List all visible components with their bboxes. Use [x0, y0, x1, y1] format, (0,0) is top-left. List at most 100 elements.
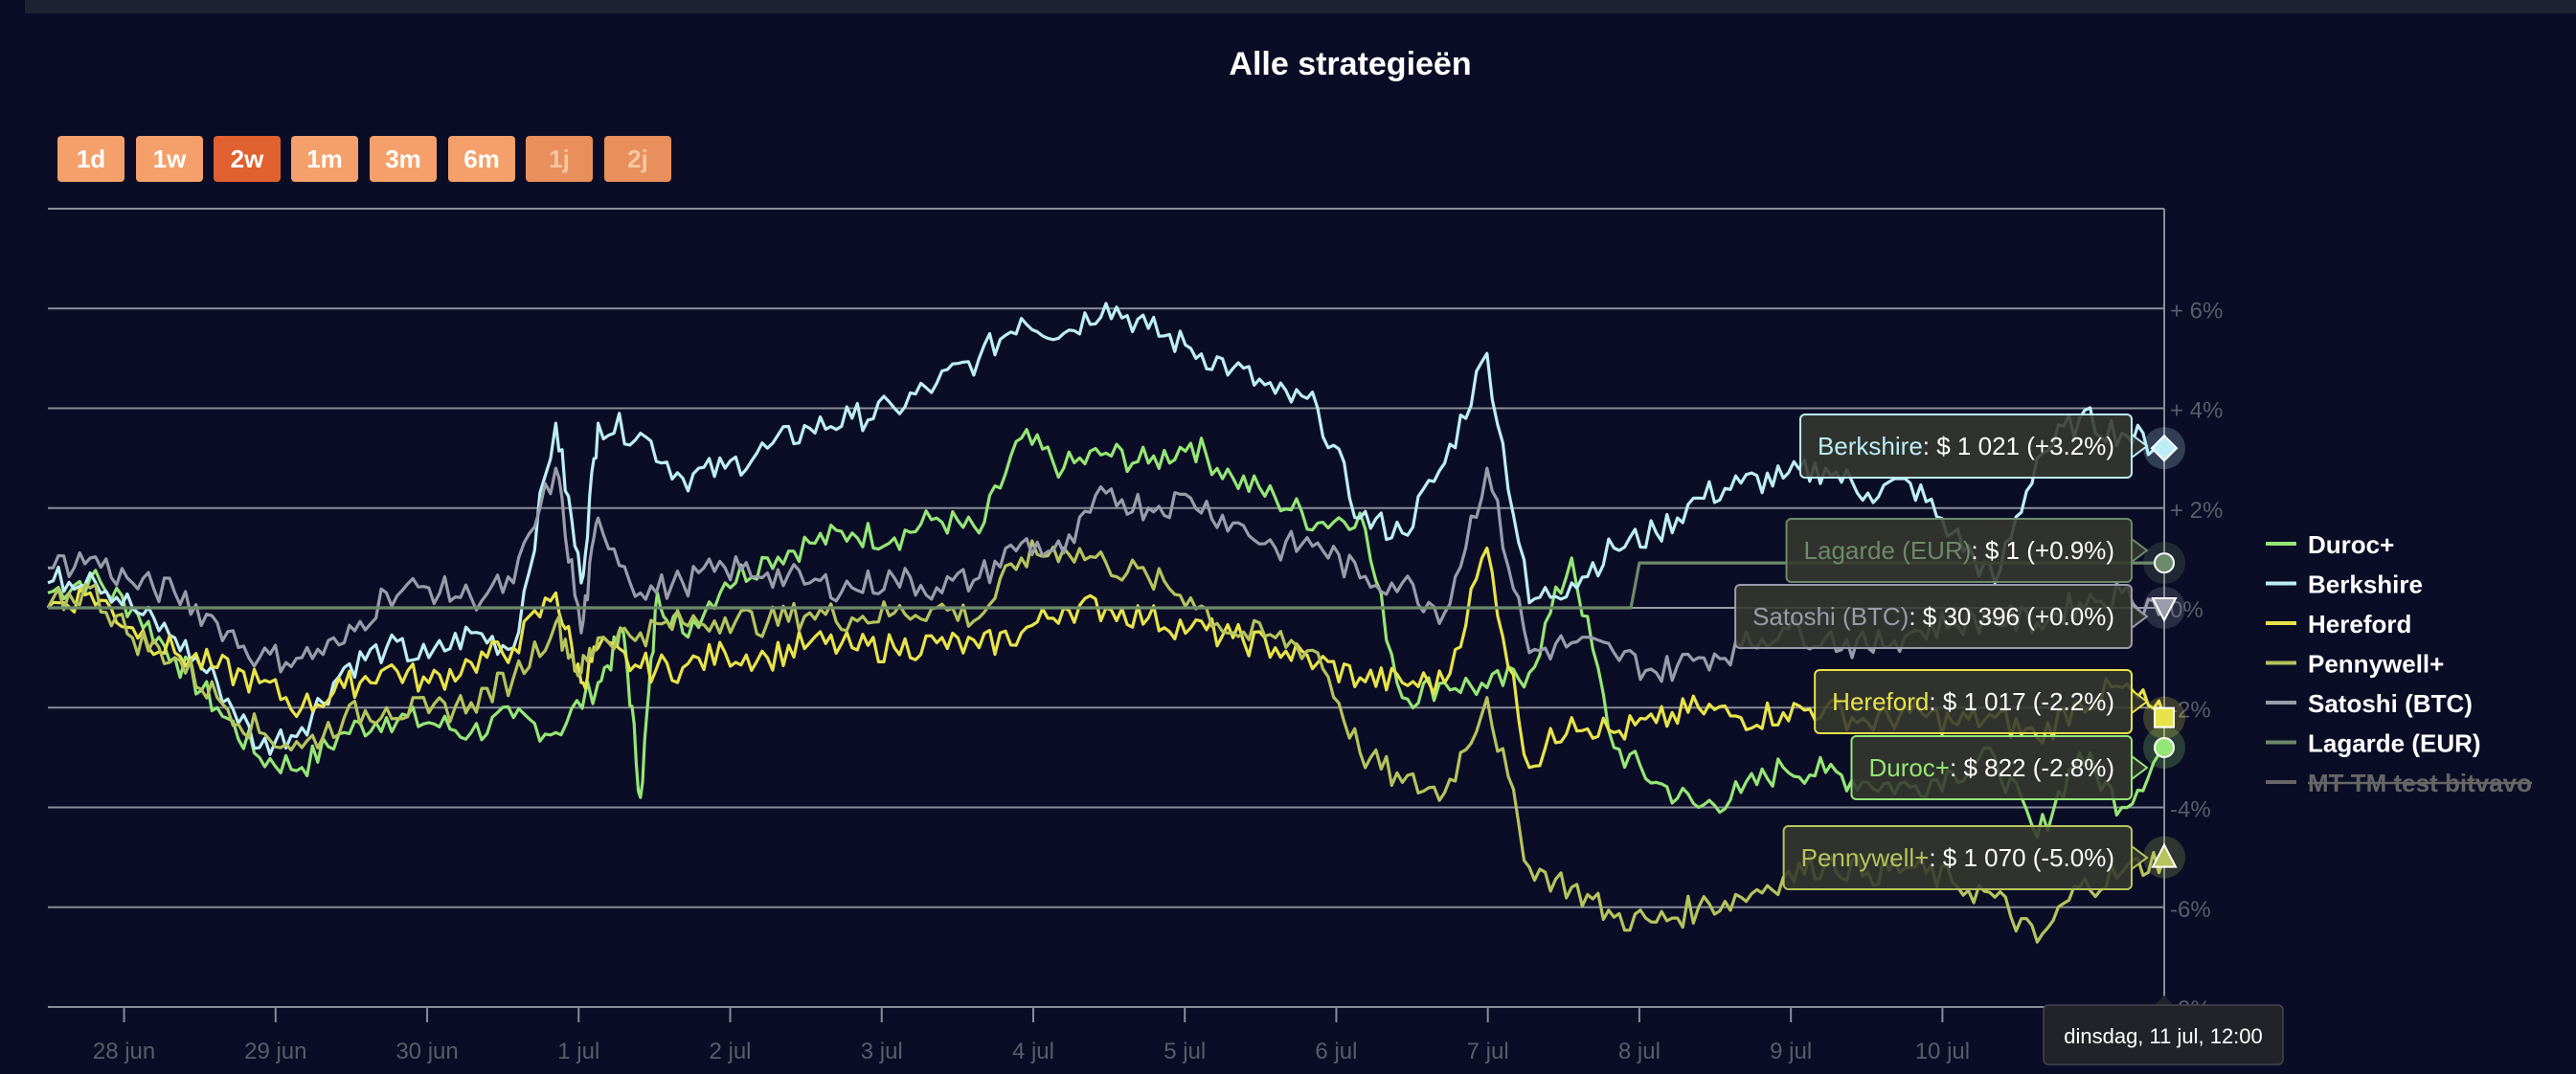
- tooltip-change: (+3.2%): [2020, 432, 2114, 460]
- marker-diamond: [2150, 434, 2179, 462]
- tooltip-value: $ 1: [1985, 536, 2020, 565]
- tooltip-hereford: Hereford: $ 1 017 (-2.2%): [1814, 669, 2149, 734]
- y-tick-label: + 6%: [2170, 298, 2223, 324]
- tooltip-pointer: [2131, 754, 2149, 781]
- legend-item-hereford[interactable]: Hereford: [2266, 610, 2411, 638]
- tooltip-lagarde-eur-: Lagarde (EUR): $ 1 (+0.9%): [1785, 518, 2149, 583]
- range-button-1w[interactable]: 1w: [136, 136, 203, 182]
- tooltip-change: (-5.0%): [2026, 843, 2114, 872]
- x-tick-label: 1 jul: [557, 1039, 599, 1064]
- x-tick-label: 2 jul: [709, 1039, 751, 1064]
- x-tick-label: 29 jun: [244, 1039, 306, 1064]
- x-axis: 28 jun 29 jun 30 jun 1 jul 2 jul 3 jul 4 jul 5 …: [93, 1007, 1970, 1064]
- tooltip-pointer: [2131, 844, 2149, 871]
- tooltip-series-name: Lagarde (EUR): [1804, 536, 1972, 565]
- tooltip-change: (+0.0%): [2020, 602, 2114, 631]
- tooltip-series-name: Berkshire: [1818, 432, 1923, 460]
- tooltip-duroc-: Duroc+: $ 822 (-2.8%): [1850, 735, 2149, 800]
- top-bar: [25, 0, 2576, 13]
- legend-label: Lagarde (EUR): [2308, 729, 2481, 758]
- hover-markers: [2143, 427, 2185, 879]
- marker-triangle-down: [2151, 597, 2178, 623]
- y-tick-label: + 2%: [2170, 498, 2223, 524]
- tooltip-series-name: Duroc+: [1868, 753, 1950, 782]
- legend-item-satoshi-btc-[interactable]: Satoshi (BTC): [2266, 689, 2473, 718]
- tooltip-series-name: Pennywell+: [1801, 843, 1930, 872]
- series-line-2: [46, 546, 2166, 770]
- grid: [48, 208, 2164, 1008]
- tooltip-series-name: Hereford: [1832, 687, 1929, 716]
- x-tick-label: 4 jul: [1012, 1039, 1054, 1064]
- tooltip-pointer: [2131, 537, 2149, 564]
- range-button-3m[interactable]: 3m: [370, 136, 437, 182]
- x-tick-label: 7 jul: [1467, 1039, 1509, 1064]
- y-tick-label: -4%: [2170, 797, 2211, 823]
- tooltip-pointer: [2131, 603, 2149, 630]
- svg-text:Pennywell+: $ 1 070 (-5.0%): Pennywell+: $ 1 070 (-5.0%): [1801, 843, 2114, 872]
- tooltip-change: (-2.2%): [2026, 687, 2114, 716]
- legend-item-pennywell-[interactable]: Pennywell+: [2266, 650, 2444, 679]
- marker-square: [2154, 706, 2175, 728]
- tooltip-colon: :: [1909, 602, 1922, 631]
- legend-label: Pennywell+: [2308, 650, 2444, 679]
- svg-text:Hereford: $ 1 017 (-2.2%): Hereford: $ 1 017 (-2.2%): [1832, 687, 2114, 716]
- range-button-1m[interactable]: 1m: [291, 136, 358, 182]
- legend: Duroc+ Berkshire Hereford Pennywell+ Satoshi…: [2266, 530, 2533, 797]
- tooltip-pointer: [2131, 688, 2149, 715]
- x-tick-label: 6 jul: [1315, 1039, 1357, 1064]
- legend-label: Hereford: [2308, 610, 2411, 638]
- svg-text:Duroc+: $ 822 (-2.8%): Duroc+: $ 822 (-2.8%): [1868, 753, 2114, 782]
- marker-circle: [2154, 736, 2175, 758]
- range-button-1d[interactable]: 1d: [57, 136, 124, 182]
- tooltip-change: (-2.8%): [2026, 753, 2114, 782]
- svg-text:Satoshi (BTC): $ 30 396 (+0.0%: Satoshi (BTC): $ 30 396 (+0.0%): [1752, 602, 2114, 631]
- tooltip-berkshire: Berkshire: $ 1 021 (+3.2%): [1798, 414, 2149, 479]
- tooltip-change: (+0.9%): [2020, 536, 2114, 565]
- y-tick-label: -2%: [2170, 697, 2211, 723]
- legend-item-duroc-[interactable]: Duroc+: [2266, 530, 2394, 559]
- x-tick-label: 9 jul: [1770, 1039, 1812, 1064]
- x-tick-label: 10 jul: [1915, 1039, 1970, 1064]
- tooltip-pennywell-: Pennywell+: $ 1 070 (-5.0%): [1782, 825, 2149, 890]
- marker-circle: [2154, 552, 2175, 574]
- tooltip-colon: :: [1923, 432, 1936, 460]
- y-tick-label: 0%: [2170, 597, 2203, 623]
- legend-label: Duroc+: [2308, 530, 2394, 559]
- legend-item-lagarde-eur-[interactable]: Lagarde (EUR): [2266, 729, 2481, 758]
- tooltip-pointer: [2131, 433, 2149, 459]
- legend-item-berkshire[interactable]: Berkshire: [2266, 571, 2423, 599]
- y-tick-label: -6%: [2170, 897, 2211, 923]
- svg-text:Lagarde (EUR): $ 1 (+0.9%): Lagarde (EUR): $ 1 (+0.9%): [1804, 536, 2114, 565]
- tooltip-colon: :: [1929, 687, 1942, 716]
- legend-item-mt-tm-test-bitvavo[interactable]: MT TM test bitvavo: [2266, 769, 2533, 797]
- tooltips: Berkshire: $ 1 021 (+3.2%) Lagarde (EUR):…: [1734, 414, 2149, 890]
- tooltip-value: $ 1 070: [1943, 843, 2026, 872]
- tooltip-series-name: Satoshi (BTC): [1752, 602, 1909, 631]
- y-tick-label: + 4%: [2170, 398, 2223, 424]
- tooltip-value: $ 1 021: [1936, 432, 2020, 460]
- x-hover-label: dinsdag, 11 jul, 12:00: [2043, 996, 2284, 1065]
- x-tick-label: 28 jun: [93, 1039, 155, 1064]
- series-line-0: [47, 428, 2166, 839]
- x-tick-label: 30 jun: [395, 1039, 458, 1064]
- tooltip-colon: :: [1971, 536, 1984, 565]
- tooltip-satoshi-btc-: Satoshi (BTC): $ 30 396 (+0.0%): [1734, 584, 2149, 649]
- legend-label: Satoshi (BTC): [2308, 689, 2473, 718]
- range-button-2j: 2j: [604, 136, 671, 182]
- tooltip-value: $ 30 396: [1923, 602, 2020, 631]
- x-tick-label: 3 jul: [861, 1039, 903, 1064]
- tooltip-value: $ 822: [1963, 753, 2025, 782]
- x-hover-pointer: [2155, 996, 2174, 1005]
- marker-triangle: [2151, 842, 2178, 868]
- svg-text:Berkshire: $ 1 021 (+3.2%): Berkshire: $ 1 021 (+3.2%): [1818, 432, 2114, 460]
- range-button-2w[interactable]: 2w: [214, 136, 281, 182]
- tooltip-value: $ 1 017: [1943, 687, 2026, 716]
- x-hover-box: [2043, 1004, 2284, 1065]
- x-hover-text: dinsdag, 11 jul, 12:00: [2064, 1024, 2263, 1048]
- range-button-6m[interactable]: 6m: [448, 136, 515, 182]
- x-tick-label: 5 jul: [1164, 1039, 1206, 1064]
- tooltip-colon: :: [1950, 753, 1963, 782]
- chart-title: Alle strategieën: [1229, 46, 1472, 82]
- range-button-1j: 1j: [526, 136, 593, 182]
